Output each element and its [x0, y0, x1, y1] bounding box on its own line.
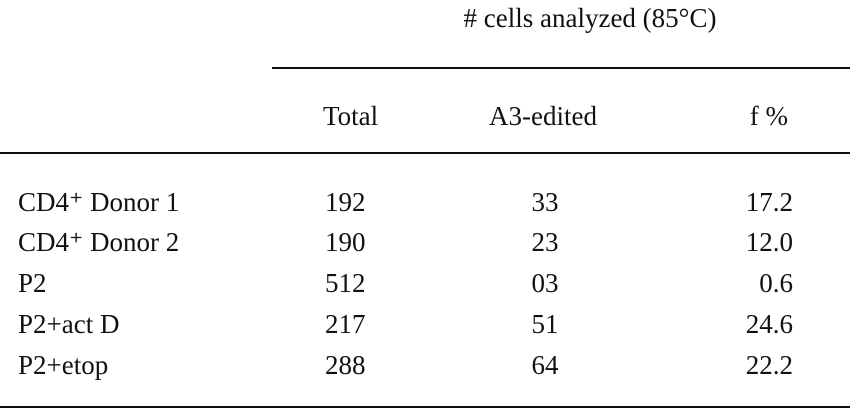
- table-cell: 03: [531, 268, 559, 298]
- row-label: CD4⁺ Donor 1: [18, 187, 180, 217]
- table-cell: 24.6: [745, 309, 793, 339]
- table-cell: 33: [531, 187, 559, 217]
- table-cell: 17.2: [745, 187, 793, 217]
- row-label: P2: [18, 268, 47, 298]
- rule: [0, 152, 850, 154]
- table-cell: 512: [325, 268, 366, 298]
- column-header: f %: [749, 101, 788, 131]
- table-cell: 22.2: [745, 350, 793, 380]
- table-cell: 64: [531, 350, 559, 380]
- row-label: CD4⁺ Donor 2: [18, 227, 180, 257]
- table-cell: 192: [325, 187, 366, 217]
- row-label: P2+etop: [18, 350, 109, 380]
- table-cell: 190: [325, 227, 366, 257]
- spanner-header: # cells analyzed (85°C): [463, 3, 717, 33]
- column-header: Total: [323, 101, 379, 131]
- rule: [0, 406, 850, 408]
- table-cell: 12.0: [745, 227, 793, 257]
- row-label: P2+act D: [18, 309, 120, 339]
- rule: [272, 67, 850, 69]
- table-cell: 51: [531, 309, 559, 339]
- column-header: A3-edited: [489, 101, 597, 131]
- table-cell: 288: [325, 350, 366, 380]
- table-cell: 217: [325, 309, 366, 339]
- table-cell: 0.6: [759, 268, 793, 298]
- table-cell: 23: [531, 227, 559, 257]
